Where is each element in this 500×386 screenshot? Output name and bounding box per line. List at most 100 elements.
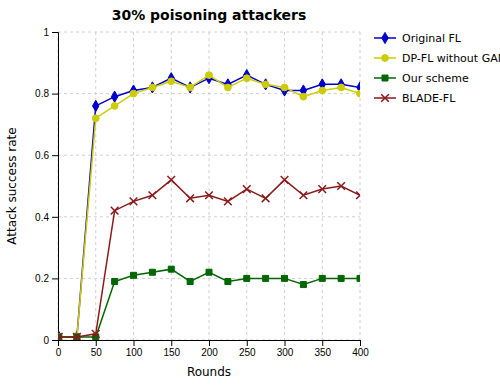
point (262, 194, 270, 202)
point (262, 81, 269, 88)
point (187, 84, 194, 91)
marks (58, 70, 360, 340)
point (149, 269, 155, 275)
point (244, 275, 250, 281)
point (130, 90, 137, 97)
title: 30% poisoning attackers (112, 7, 307, 23)
x-axis: 0 50 100 150 200 250 300 350 400 (56, 340, 370, 358)
tick: 0.8 (35, 88, 58, 99)
axis-line (52, 33, 59, 341)
point (356, 191, 360, 199)
tick: 0 (56, 340, 62, 358)
point (281, 176, 289, 184)
point (187, 278, 193, 284)
tick: 400 (352, 340, 369, 358)
point (58, 333, 63, 340)
point (187, 82, 193, 93)
grid-line-x (284, 32, 285, 340)
x-axis-title: Rounds (187, 365, 231, 379)
point (111, 91, 117, 102)
legend: Original FLDP-FL without GANOur schemeBL… (374, 32, 500, 105)
point (186, 194, 194, 202)
point (168, 266, 174, 272)
tick-label: 350 (314, 347, 331, 358)
tick-mark (52, 32, 58, 33)
point (244, 70, 250, 81)
point (73, 333, 81, 340)
point (338, 79, 344, 90)
grid-line-y (58, 155, 360, 156)
tick: 100 (126, 340, 143, 358)
tick-mark (209, 340, 210, 346)
legend-label: DP-FL without GAN (402, 52, 500, 65)
point (149, 191, 157, 199)
point (206, 269, 212, 275)
legend-entry: DP-FL without GAN (374, 52, 500, 65)
tick-label: 0 (56, 347, 62, 358)
tick-mark (52, 217, 58, 218)
point (130, 198, 138, 206)
point (338, 275, 344, 281)
tick-mark (285, 340, 286, 346)
point (168, 78, 175, 85)
tick-mark (52, 278, 58, 279)
point (300, 191, 308, 199)
point (111, 103, 118, 110)
legend-label: Original FL (402, 32, 462, 45)
point (111, 207, 119, 215)
point (225, 278, 231, 284)
point (357, 90, 360, 97)
tick: 0 (43, 335, 58, 346)
point (224, 198, 232, 206)
grid-line-y (58, 278, 360, 279)
tick-label: 250 (239, 347, 256, 358)
point (281, 84, 288, 91)
point (206, 72, 213, 79)
tick-mark (171, 340, 172, 346)
point (92, 330, 100, 338)
tick-mark (96, 340, 97, 346)
tick-mark (322, 340, 323, 346)
point (206, 73, 212, 84)
point (263, 275, 269, 281)
tick-mark (247, 340, 248, 346)
point (225, 79, 231, 90)
tick-label: 150 (163, 347, 180, 358)
point (357, 275, 360, 281)
point (300, 93, 307, 100)
point (243, 185, 251, 193)
point (131, 272, 137, 278)
tick: 50 (91, 340, 103, 358)
point (338, 84, 345, 91)
point (243, 75, 250, 82)
point (282, 275, 288, 281)
tick-mark (52, 340, 58, 341)
legend-marker (382, 32, 388, 43)
plot-area: 05010015020025030035040000.20.40.60.81 (35, 27, 369, 358)
tick-label: 0.4 (35, 212, 49, 223)
y-axis-title: Attack success rate (5, 127, 19, 244)
point (58, 331, 62, 340)
tick-label: 300 (277, 347, 294, 358)
tick-mark (52, 155, 58, 156)
grid (58, 32, 360, 340)
grid-line-y (58, 216, 360, 217)
point (318, 185, 326, 193)
tick-label: 100 (126, 347, 143, 358)
tick-label: 0.2 (35, 273, 49, 284)
legend-marker (381, 94, 389, 102)
tick: 350 (314, 340, 331, 358)
grid-line-x (133, 32, 134, 340)
tick: 150 (163, 340, 180, 358)
tick-label: 0 (43, 335, 49, 346)
legend-entry: Original FL (374, 32, 462, 45)
chart: 05010015020025030035040000.20.40.60.8130… (0, 0, 500, 386)
grid-line-x (360, 32, 361, 340)
point (168, 73, 174, 84)
point (224, 84, 231, 91)
tick: 200 (201, 340, 218, 358)
tick: 300 (277, 340, 294, 358)
point (130, 85, 136, 96)
point (319, 87, 326, 94)
legend-marker (382, 55, 389, 62)
